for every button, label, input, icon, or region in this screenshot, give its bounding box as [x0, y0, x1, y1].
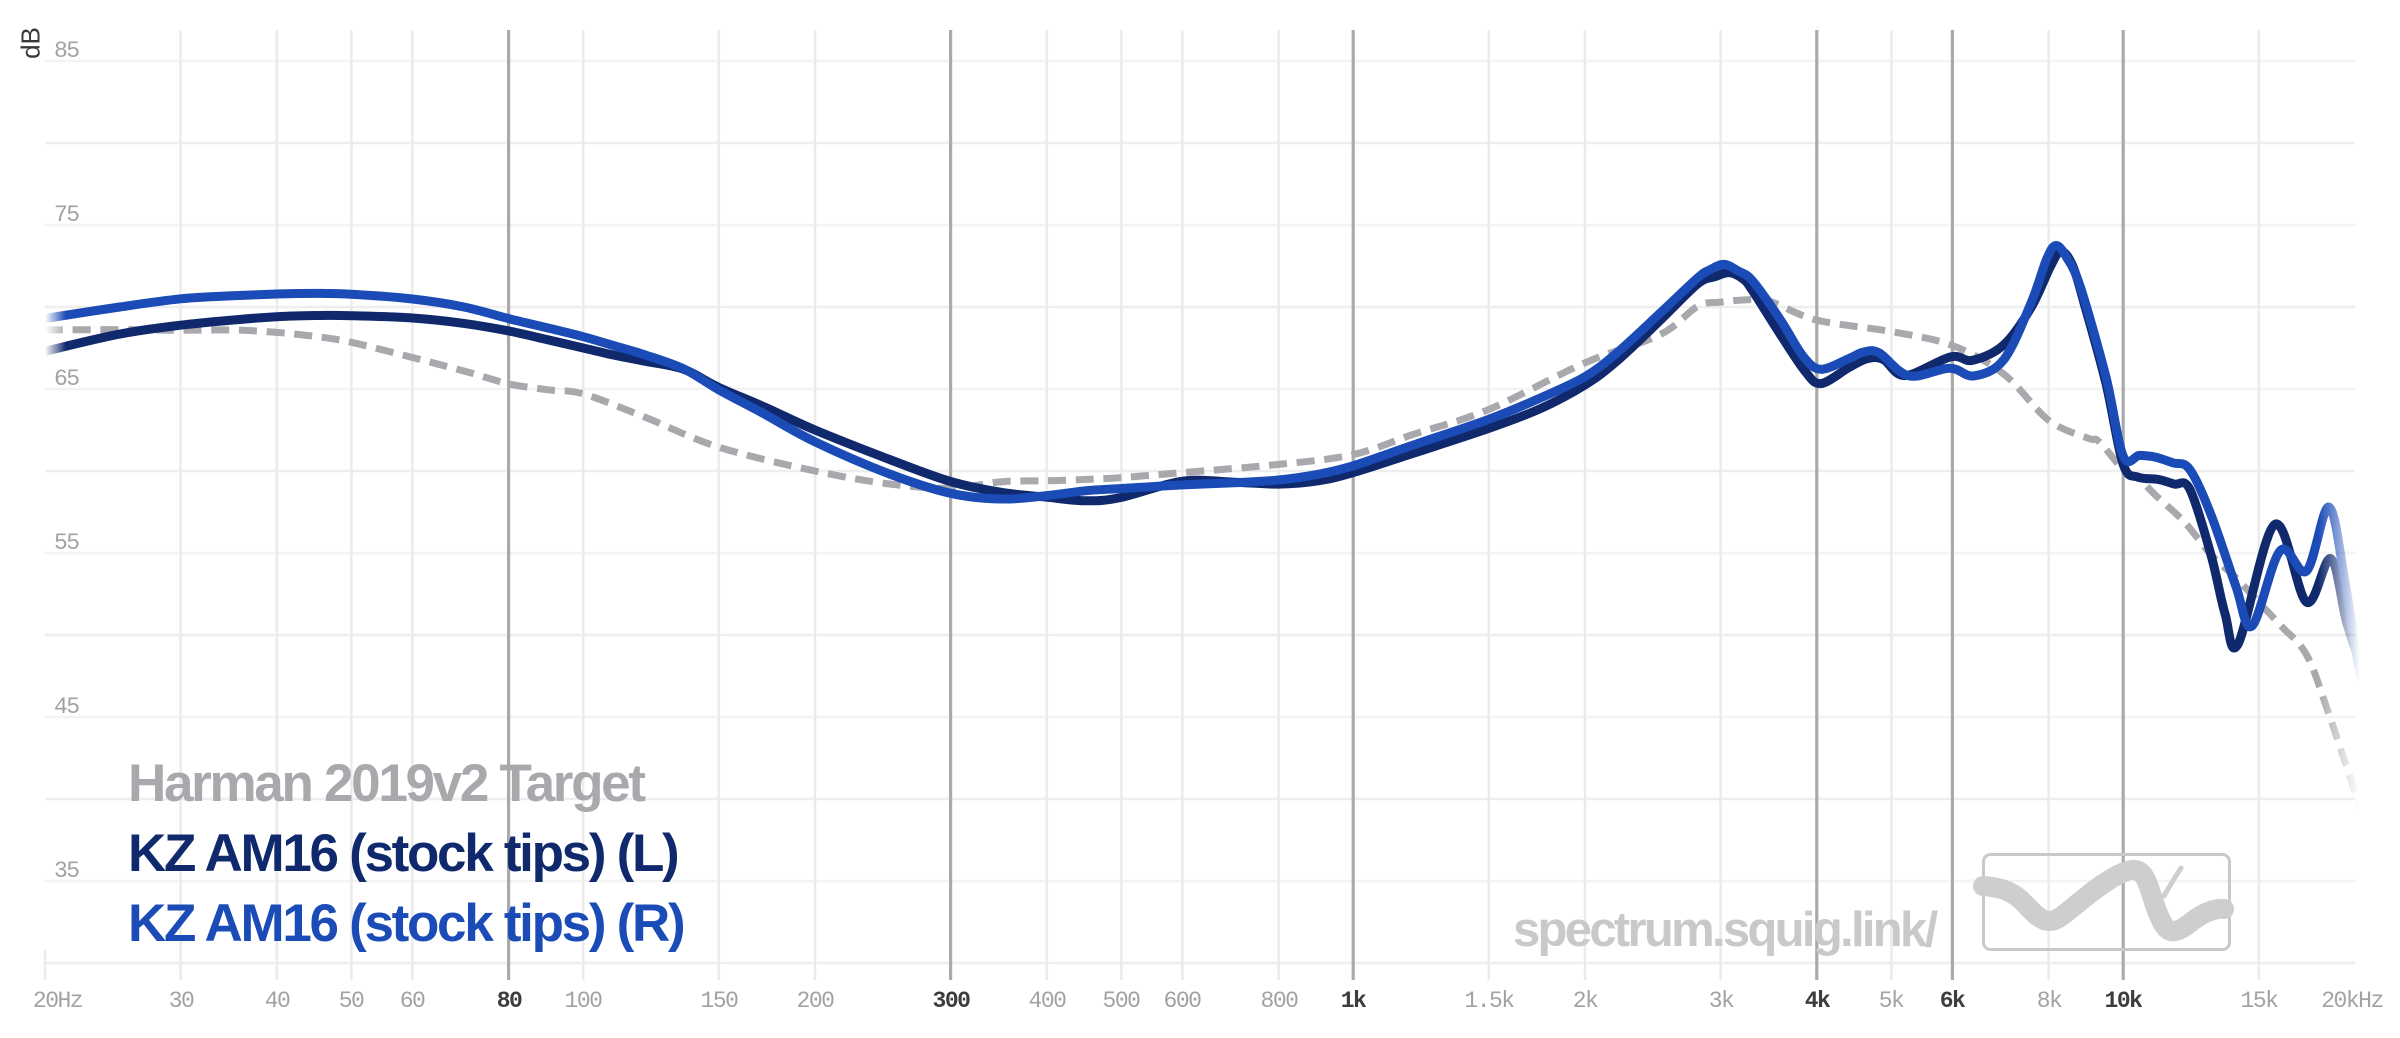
svg-text:6k: 6k	[1940, 988, 1966, 1014]
svg-text:65: 65	[54, 366, 79, 392]
svg-text:75: 75	[54, 202, 79, 228]
svg-text:20Hz: 20Hz	[33, 988, 82, 1014]
svg-text:10k: 10k	[2105, 988, 2144, 1014]
svg-text:60: 60	[400, 988, 425, 1014]
svg-text:4k: 4k	[1805, 988, 1831, 1014]
svg-text:spectrum.squig.link/: spectrum.squig.link/	[1513, 903, 1939, 957]
svg-text:150: 150	[701, 988, 739, 1014]
svg-text:100: 100	[565, 988, 603, 1014]
svg-text:KZ AM16 (stock tips) (R): KZ AM16 (stock tips) (R)	[128, 894, 684, 953]
svg-text:2k: 2k	[1573, 988, 1598, 1014]
svg-text:300: 300	[933, 988, 971, 1014]
svg-text:200: 200	[797, 988, 835, 1014]
svg-text:50: 50	[339, 988, 364, 1014]
svg-text:Harman 2019v2 Target: Harman 2019v2 Target	[128, 754, 645, 813]
svg-text:500: 500	[1103, 988, 1141, 1014]
svg-text:55: 55	[54, 530, 79, 556]
svg-text:5k: 5k	[1879, 988, 1904, 1014]
svg-text:45: 45	[54, 694, 79, 720]
svg-text:dB: dB	[16, 27, 46, 59]
svg-text:1k: 1k	[1341, 988, 1367, 1014]
svg-text:40: 40	[265, 988, 290, 1014]
svg-text:8k: 8k	[2037, 988, 2062, 1014]
svg-text:600: 600	[1164, 988, 1202, 1014]
svg-text:35: 35	[54, 858, 79, 884]
svg-text:85: 85	[54, 38, 79, 64]
svg-text:80: 80	[497, 988, 522, 1014]
svg-text:800: 800	[1261, 988, 1299, 1014]
svg-text:KZ AM16 (stock tips) (L): KZ AM16 (stock tips) (L)	[128, 824, 678, 883]
svg-text:3k: 3k	[1709, 988, 1734, 1014]
svg-text:1.5k: 1.5k	[1464, 988, 1514, 1014]
svg-text:30: 30	[169, 988, 194, 1014]
svg-text:400: 400	[1029, 988, 1067, 1014]
svg-text:15k: 15k	[2241, 988, 2279, 1014]
svg-text:20kHz: 20kHz	[2321, 988, 2383, 1014]
